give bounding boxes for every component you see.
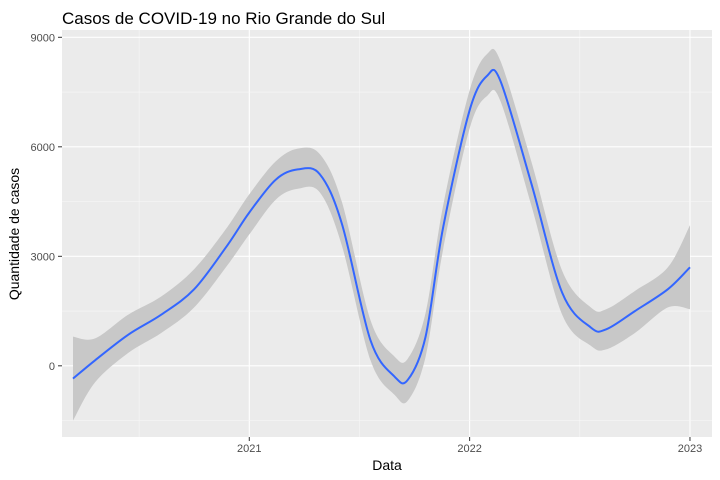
y-tick-label: 0 xyxy=(49,361,55,373)
trend-line-layer xyxy=(72,68,691,385)
y-tick-label: 9000 xyxy=(31,32,55,44)
x-tick-label: 2023 xyxy=(678,443,702,455)
y-axis-ticks: 0 3000 6000 9000 xyxy=(31,32,62,373)
x-tick-label: 2022 xyxy=(457,443,481,455)
x-axis-ticks: 2021 2022 2023 xyxy=(237,437,702,455)
chart-title: Casos de COVID-19 no Rio Grande do Sul xyxy=(62,9,385,28)
confidence-ribbon-layer xyxy=(73,48,690,421)
x-tick-label: 2021 xyxy=(237,443,261,455)
trend-line xyxy=(72,68,691,385)
y-tick-label: 6000 xyxy=(31,142,55,154)
y-axis-label: Quantidade de casos xyxy=(6,168,22,300)
confidence-ribbon xyxy=(73,48,690,421)
x-axis-label: Data xyxy=(372,457,402,473)
y-tick-label: 3000 xyxy=(31,251,55,263)
